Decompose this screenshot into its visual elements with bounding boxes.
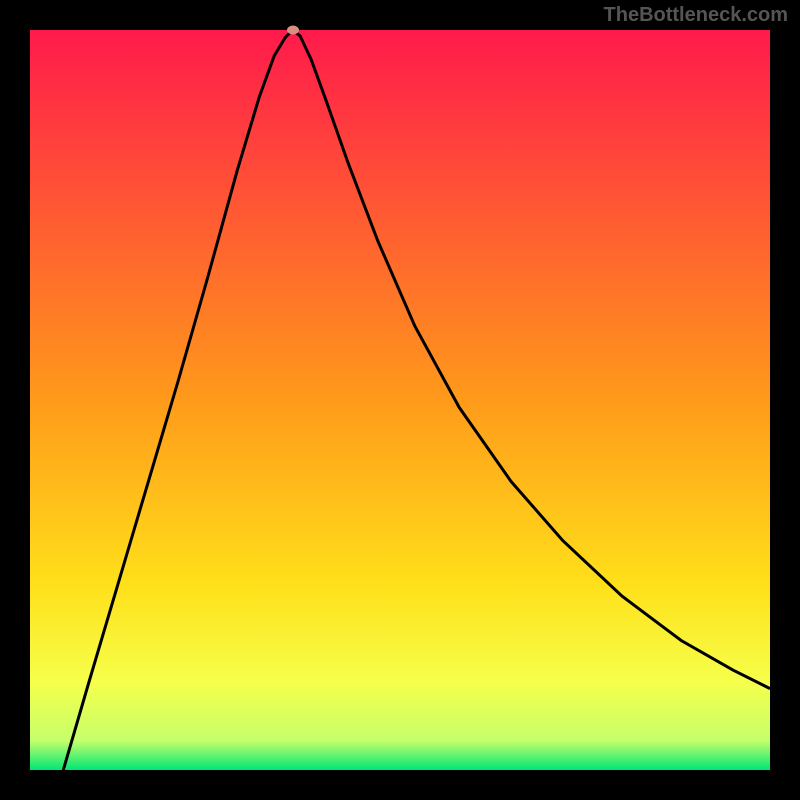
minimum-marker — [287, 26, 299, 35]
watermark-text: TheBottleneck.com — [604, 4, 788, 27]
plot-area — [30, 30, 770, 770]
curve-svg — [30, 30, 770, 770]
bottleneck-curve — [63, 30, 770, 770]
